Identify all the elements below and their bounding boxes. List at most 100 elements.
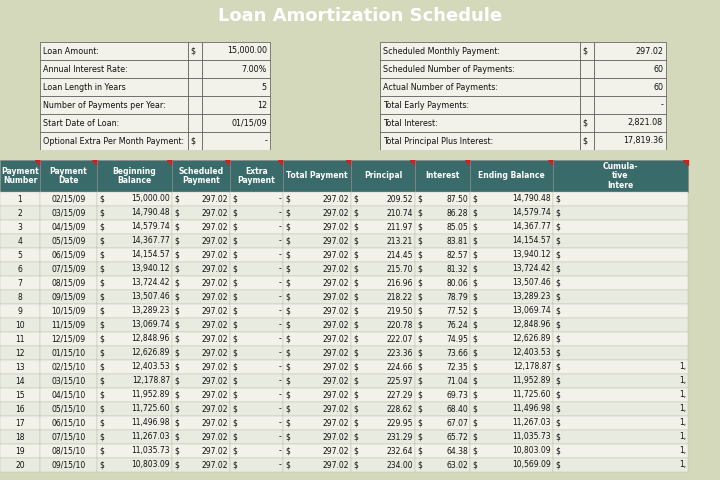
Text: -: -: [278, 194, 281, 204]
Bar: [230, 262, 283, 276]
Text: $: $: [174, 335, 179, 344]
Text: $: $: [555, 419, 560, 428]
Text: $: $: [99, 321, 104, 329]
Bar: [351, 360, 415, 374]
Text: $: $: [472, 292, 477, 301]
Text: 11,267.03: 11,267.03: [513, 419, 551, 428]
Text: $: $: [174, 208, 179, 217]
Bar: [0, 388, 40, 402]
Bar: [470, 160, 553, 192]
Text: 16: 16: [15, 405, 24, 413]
Text: 297.02: 297.02: [202, 376, 228, 385]
Text: $: $: [174, 419, 179, 428]
Text: $: $: [353, 376, 358, 385]
Text: 297.02: 297.02: [323, 460, 349, 469]
Text: 214.45: 214.45: [387, 251, 413, 260]
Text: 297.02: 297.02: [635, 47, 663, 56]
Bar: [283, 332, 351, 346]
Text: 1,: 1,: [679, 432, 686, 442]
Text: 12,403.53: 12,403.53: [513, 348, 551, 358]
Text: 5: 5: [17, 251, 22, 260]
Bar: [40, 60, 188, 78]
Text: 1,: 1,: [679, 405, 686, 413]
Bar: [283, 290, 351, 304]
Bar: [172, 416, 230, 430]
Bar: [230, 290, 283, 304]
Text: $: $: [353, 292, 358, 301]
Text: -: -: [278, 362, 281, 372]
Text: $: $: [232, 237, 237, 245]
Bar: [230, 346, 283, 360]
Text: $: $: [99, 432, 104, 442]
Text: 224.66: 224.66: [387, 362, 413, 372]
Text: $: $: [99, 194, 104, 204]
Text: 297.02: 297.02: [323, 278, 349, 288]
Text: $: $: [99, 264, 104, 274]
Text: 297.02: 297.02: [202, 432, 228, 442]
Text: $: $: [174, 223, 179, 231]
Text: 10,569.09: 10,569.09: [512, 460, 551, 469]
Text: Total Early Payments:: Total Early Payments:: [383, 100, 469, 109]
Text: $: $: [285, 307, 290, 315]
Text: $: $: [285, 194, 290, 204]
Text: 12,626.89: 12,626.89: [132, 348, 170, 358]
Text: 8: 8: [17, 292, 22, 301]
Bar: [0, 290, 40, 304]
Text: -: -: [278, 376, 281, 385]
Bar: [97, 276, 172, 290]
Bar: [40, 42, 188, 60]
Text: 02/15/09: 02/15/09: [51, 194, 86, 204]
Text: $: $: [232, 194, 237, 204]
Text: 06/15/10: 06/15/10: [51, 419, 86, 428]
Bar: [283, 262, 351, 276]
Text: $: $: [472, 307, 477, 315]
Text: $: $: [99, 446, 104, 456]
Text: 11,952.89: 11,952.89: [132, 391, 170, 399]
Text: 297.02: 297.02: [323, 194, 349, 204]
Text: 297.02: 297.02: [202, 292, 228, 301]
Bar: [351, 234, 415, 248]
Text: $: $: [285, 376, 290, 385]
Bar: [40, 132, 188, 150]
Text: $: $: [174, 292, 179, 301]
Text: 209.52: 209.52: [387, 194, 413, 204]
Text: Total Interest:: Total Interest:: [383, 119, 438, 128]
Bar: [283, 388, 351, 402]
Bar: [351, 346, 415, 360]
Text: 14,154.57: 14,154.57: [513, 237, 551, 245]
Text: $: $: [417, 405, 422, 413]
Text: 13,724.42: 13,724.42: [132, 278, 170, 288]
Bar: [553, 360, 688, 374]
Text: $: $: [417, 348, 422, 358]
Text: 14,790.48: 14,790.48: [513, 194, 551, 204]
Text: -: -: [278, 208, 281, 217]
Text: 12,848.96: 12,848.96: [513, 321, 551, 329]
Text: 05/15/10: 05/15/10: [51, 405, 86, 413]
Polygon shape: [35, 160, 40, 165]
Text: 82.57: 82.57: [446, 251, 468, 260]
Text: 04/15/10: 04/15/10: [51, 391, 86, 399]
Bar: [553, 262, 688, 276]
Text: $: $: [555, 348, 560, 358]
Text: 14: 14: [15, 376, 24, 385]
Text: $: $: [285, 321, 290, 329]
Text: 11,035.73: 11,035.73: [131, 446, 170, 456]
Bar: [0, 374, 40, 388]
Text: $: $: [417, 307, 422, 315]
Bar: [470, 192, 553, 206]
Text: 10/15/09: 10/15/09: [51, 307, 86, 315]
Text: 17: 17: [15, 419, 24, 428]
Bar: [351, 374, 415, 388]
Text: $: $: [417, 278, 422, 288]
Bar: [553, 458, 688, 472]
Text: $: $: [417, 432, 422, 442]
Bar: [172, 248, 230, 262]
Text: 72.35: 72.35: [446, 362, 468, 372]
Text: 1,: 1,: [679, 391, 686, 399]
Bar: [594, 96, 666, 114]
Text: 85.05: 85.05: [446, 223, 468, 231]
Bar: [594, 60, 666, 78]
Text: Loan Amount:: Loan Amount:: [43, 47, 99, 56]
Bar: [230, 430, 283, 444]
Bar: [380, 42, 580, 60]
